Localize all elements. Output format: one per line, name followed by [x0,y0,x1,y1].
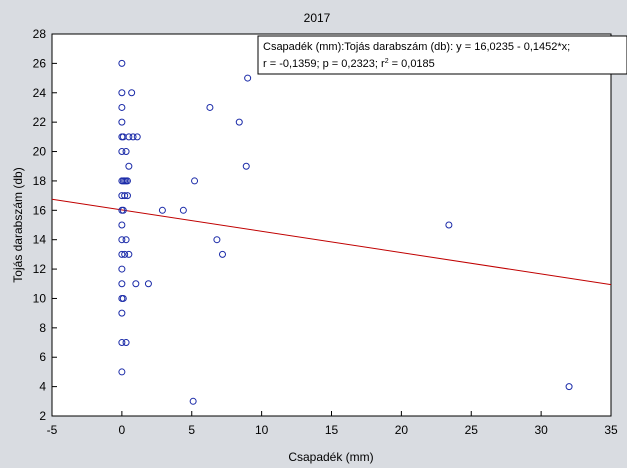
x-axis-ticks: -5 0 5 10 15 20 25 30 35 [47,411,618,437]
data-point [118,221,126,229]
y-axis-label: Tojás darabszám (db) [11,167,25,282]
data-point [242,162,250,170]
data-point [122,236,130,244]
data-point [218,250,226,258]
annotation-box [257,35,627,75]
x-axis-label: Csapadék (mm) [288,450,373,464]
data-point [118,59,126,67]
data-point [118,118,126,126]
data-point [189,397,197,405]
data-point [244,74,252,82]
regression-annotation: Csapadék (mm):Tojás darabszám (db): y = … [257,35,627,75]
data-point [235,118,243,126]
y-tick-label: 28 [33,27,47,41]
annotation-line-2: r = -0,1359; p = 0,2323; r2 = 0,0185 [263,58,435,70]
annotation-line-2-sup: 2 [385,58,389,65]
x-tick-label: 0 [119,423,126,437]
y-tick-label: 4 [39,380,46,394]
chart-title: 2017 [304,11,331,25]
x-tick-label: -5 [47,423,58,437]
data-point [128,89,136,97]
data-point [129,133,137,141]
data-point [122,148,130,156]
data-point [179,206,187,214]
data-point [122,339,130,347]
data-point [118,265,126,273]
y-tick-label: 20 [33,145,47,159]
data-point [445,221,453,229]
y-tick-label: 2 [39,409,46,423]
x-tick-label: 35 [604,423,618,437]
data-point [132,280,140,288]
data-point [121,250,129,258]
data-point [118,250,126,258]
y-tick-label: 24 [33,86,47,100]
data-point [118,236,126,244]
y-tick-label: 22 [33,115,47,129]
x-tick-label: 20 [395,423,409,437]
data-point [118,280,126,288]
y-tick-label: 8 [39,321,46,335]
data-point [121,192,129,200]
y-tick-label: 12 [33,262,47,276]
data-point [118,103,126,111]
data-point [133,133,141,141]
x-tick-label: 5 [188,423,195,437]
x-tick-label: 30 [534,423,548,437]
annotation-line-2-suffix: = 0,0185 [389,58,435,70]
x-tick-label: 25 [465,423,479,437]
annotation-line-2-prefix: r = -0,1359; p = 0,2323; r [263,58,385,70]
plot-area [51,33,612,417]
y-tick-label: 6 [39,350,46,364]
data-point [123,177,131,185]
data-point [125,250,133,258]
y-tick-label: 10 [33,291,47,305]
data-point [158,206,166,214]
annotation-line-1: Csapadék (mm):Tojás darabszám (db): y = … [263,41,570,53]
data-point [565,383,573,391]
data-point [119,206,127,214]
data-point [123,192,131,200]
data-point [125,133,133,141]
data-point [118,368,126,376]
data-point [213,236,221,244]
y-tick-label: 16 [33,203,47,217]
data-points [118,59,573,405]
x-tick-label: 15 [325,423,339,437]
data-point [118,339,126,347]
data-point [206,103,214,111]
y-tick-label: 26 [33,56,47,70]
data-point [118,309,126,317]
data-point [191,177,199,185]
data-point [125,162,133,170]
data-point [119,294,127,302]
y-tick-label: 14 [33,233,47,247]
x-tick-label: 10 [255,423,269,437]
data-point [118,89,126,97]
data-point [144,280,152,288]
y-tick-label: 18 [33,174,47,188]
regression-line [51,198,612,286]
data-point [118,148,126,156]
